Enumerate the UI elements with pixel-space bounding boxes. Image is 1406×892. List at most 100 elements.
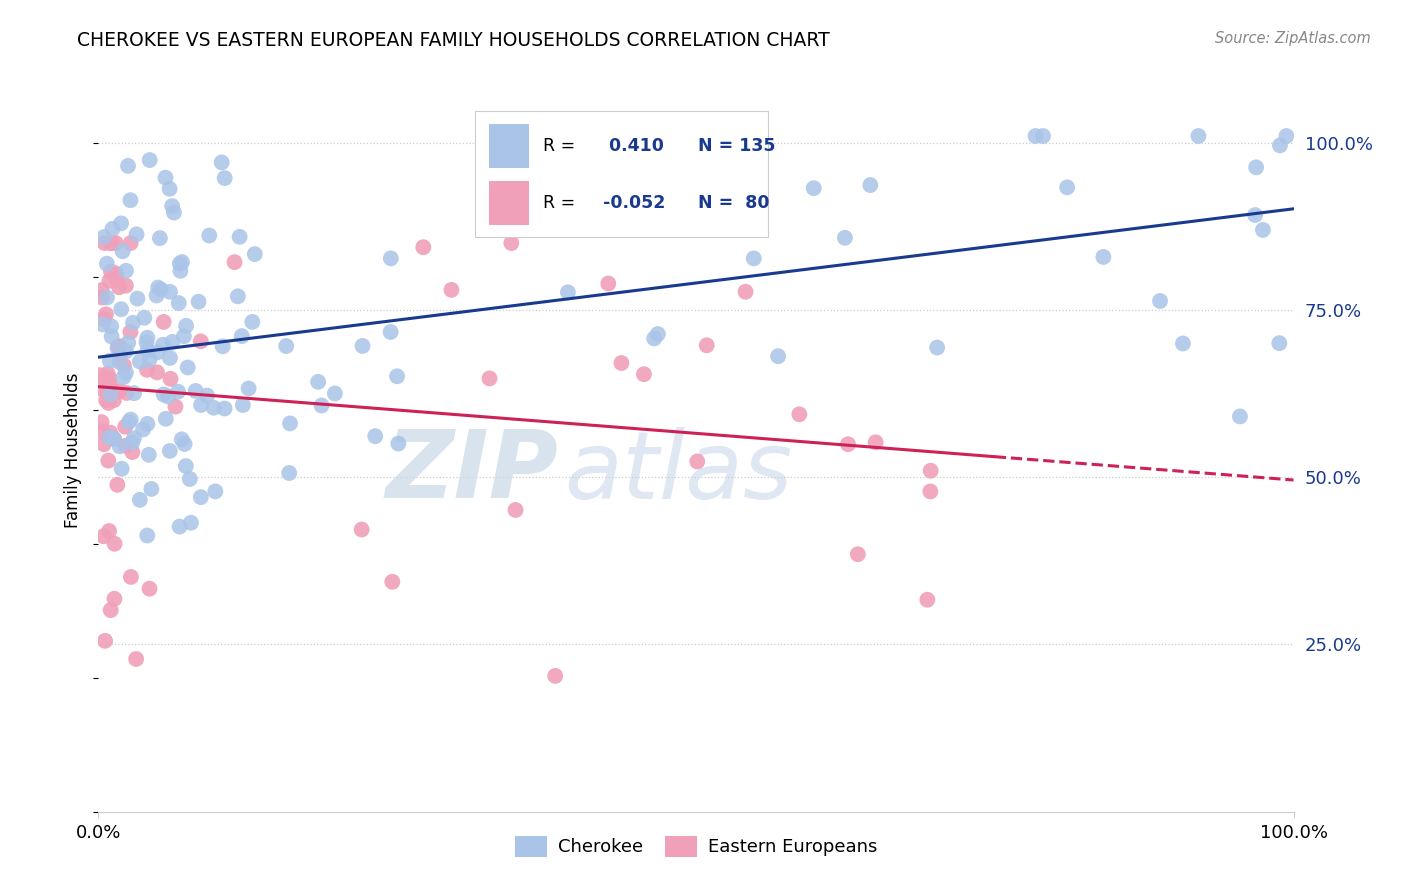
Point bbox=[138, 582, 160, 596]
Point bbox=[98, 425, 121, 440]
Point bbox=[101, 222, 124, 236]
Point bbox=[170, 433, 193, 447]
Point bbox=[170, 255, 193, 269]
Point bbox=[169, 264, 191, 278]
Point bbox=[98, 371, 121, 385]
Point bbox=[789, 407, 811, 421]
Point bbox=[202, 401, 225, 415]
Text: ZIP: ZIP bbox=[385, 426, 558, 518]
Point bbox=[174, 318, 197, 333]
Point bbox=[149, 231, 172, 245]
Point bbox=[90, 283, 112, 297]
Point bbox=[115, 344, 138, 359]
Point bbox=[766, 349, 789, 363]
Text: -0.052: -0.052 bbox=[603, 194, 665, 212]
Point bbox=[90, 415, 112, 429]
Point bbox=[103, 591, 125, 606]
Point bbox=[440, 283, 463, 297]
Point bbox=[155, 412, 177, 426]
Text: N =  80: N = 80 bbox=[699, 194, 770, 212]
Point bbox=[1149, 293, 1171, 308]
Point bbox=[232, 398, 254, 412]
Point bbox=[138, 153, 160, 167]
Point bbox=[350, 523, 373, 537]
Point bbox=[100, 236, 122, 251]
Point bbox=[141, 482, 163, 496]
Y-axis label: Family Households: Family Households bbox=[65, 373, 83, 528]
Point bbox=[127, 292, 149, 306]
Text: R =: R = bbox=[543, 137, 581, 155]
Point bbox=[100, 319, 122, 334]
Point bbox=[100, 603, 122, 617]
Point bbox=[211, 339, 233, 353]
Point bbox=[1244, 208, 1267, 222]
Point bbox=[117, 335, 139, 350]
Point bbox=[128, 354, 150, 368]
Point bbox=[224, 255, 246, 269]
Point bbox=[97, 453, 120, 467]
Point bbox=[97, 396, 120, 410]
Point bbox=[557, 285, 579, 300]
Point bbox=[697, 128, 720, 143]
Point bbox=[173, 329, 195, 343]
Point bbox=[97, 385, 120, 400]
Point bbox=[307, 375, 329, 389]
Point bbox=[108, 384, 131, 399]
Point bbox=[138, 352, 160, 367]
Point bbox=[138, 448, 160, 462]
Point bbox=[100, 378, 122, 392]
Point bbox=[132, 422, 155, 436]
Point bbox=[1275, 128, 1298, 143]
Point bbox=[152, 387, 174, 401]
Point bbox=[100, 329, 122, 343]
Point bbox=[103, 537, 125, 551]
Text: N = 135: N = 135 bbox=[699, 137, 776, 155]
Text: R =: R = bbox=[543, 194, 575, 212]
Point bbox=[231, 329, 253, 343]
Point bbox=[89, 368, 111, 383]
Point bbox=[105, 267, 128, 281]
Point bbox=[917, 592, 939, 607]
Point bbox=[152, 315, 174, 329]
Point bbox=[1056, 180, 1078, 194]
Point bbox=[134, 310, 156, 325]
Point bbox=[120, 412, 142, 426]
Point bbox=[108, 280, 131, 294]
Point bbox=[803, 181, 825, 195]
Point bbox=[380, 325, 402, 339]
Point bbox=[96, 291, 118, 305]
Point bbox=[1187, 128, 1209, 143]
Point bbox=[177, 360, 200, 375]
Point bbox=[505, 503, 527, 517]
Point bbox=[1092, 250, 1115, 264]
Text: 0.410: 0.410 bbox=[603, 137, 664, 155]
Point bbox=[107, 340, 129, 354]
Point bbox=[121, 445, 143, 459]
Point bbox=[169, 257, 191, 271]
Point bbox=[228, 230, 250, 244]
Point bbox=[125, 652, 148, 666]
Point bbox=[214, 401, 236, 416]
Point bbox=[696, 338, 718, 352]
Point bbox=[238, 382, 260, 396]
Point bbox=[90, 424, 112, 438]
Point bbox=[648, 137, 671, 152]
Point bbox=[94, 307, 117, 321]
Point bbox=[380, 252, 402, 266]
Point bbox=[120, 236, 142, 251]
Point bbox=[115, 278, 138, 293]
Point bbox=[742, 252, 765, 266]
Point bbox=[179, 472, 201, 486]
Point bbox=[122, 316, 145, 330]
Point bbox=[136, 363, 159, 377]
Point bbox=[156, 389, 179, 403]
Point bbox=[100, 387, 122, 401]
Point bbox=[114, 419, 136, 434]
Point bbox=[120, 570, 142, 584]
Point bbox=[187, 294, 209, 309]
Point bbox=[159, 285, 181, 299]
Point bbox=[387, 436, 409, 450]
Point bbox=[412, 240, 434, 254]
Point bbox=[204, 484, 226, 499]
Point bbox=[859, 178, 882, 192]
